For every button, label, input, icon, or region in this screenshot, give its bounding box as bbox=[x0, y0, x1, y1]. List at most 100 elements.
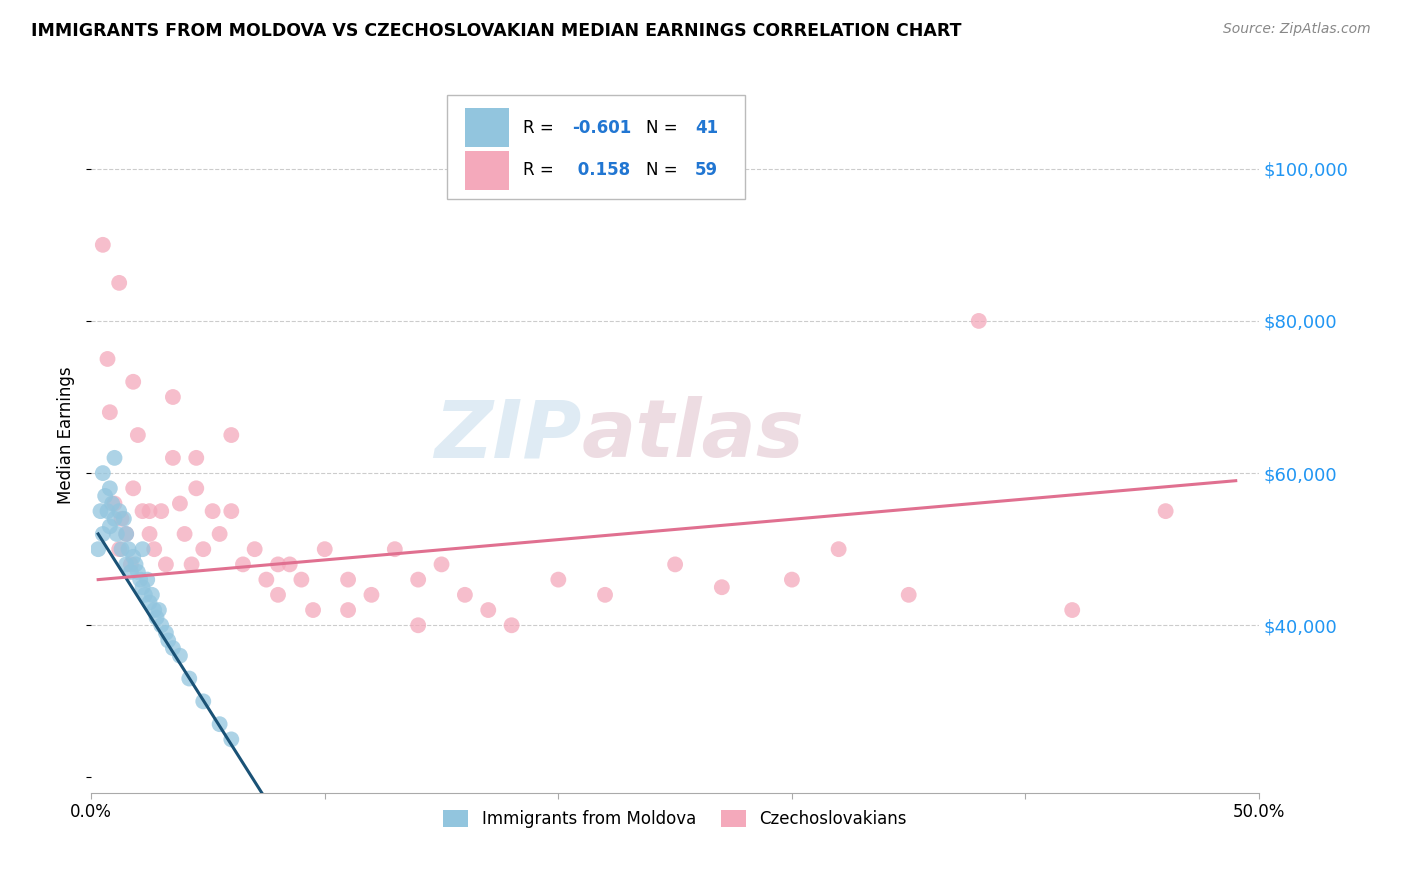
Point bbox=[169, 496, 191, 510]
Point bbox=[180, 558, 202, 572]
Point bbox=[384, 542, 406, 557]
Point bbox=[710, 580, 733, 594]
Point bbox=[193, 542, 215, 557]
Point bbox=[138, 504, 160, 518]
Text: 41: 41 bbox=[695, 119, 718, 136]
Point bbox=[98, 519, 121, 533]
FancyBboxPatch shape bbox=[465, 108, 509, 147]
Point bbox=[115, 558, 138, 572]
Text: atlas: atlas bbox=[582, 396, 804, 474]
Point bbox=[664, 558, 686, 572]
Point bbox=[103, 496, 125, 510]
Point bbox=[254, 573, 277, 587]
Point bbox=[98, 405, 121, 419]
Point bbox=[221, 428, 243, 442]
Point bbox=[110, 542, 132, 557]
Point bbox=[150, 504, 173, 518]
Point bbox=[162, 450, 184, 465]
Point bbox=[105, 527, 128, 541]
Text: -0.601: -0.601 bbox=[572, 119, 631, 136]
Point bbox=[155, 625, 177, 640]
Point bbox=[103, 450, 125, 465]
Point bbox=[131, 542, 153, 557]
Point bbox=[115, 527, 138, 541]
Point bbox=[162, 641, 184, 656]
Point bbox=[127, 428, 149, 442]
Point bbox=[208, 717, 231, 731]
Point bbox=[89, 504, 111, 518]
Point bbox=[290, 573, 312, 587]
Point bbox=[186, 450, 208, 465]
Point bbox=[897, 588, 920, 602]
Point bbox=[314, 542, 336, 557]
Text: 0.158: 0.158 bbox=[572, 161, 630, 179]
Text: IMMIGRANTS FROM MOLDOVA VS CZECHOSLOVAKIAN MEDIAN EARNINGS CORRELATION CHART: IMMIGRANTS FROM MOLDOVA VS CZECHOSLOVAKI… bbox=[31, 22, 962, 40]
Point bbox=[243, 542, 266, 557]
Point bbox=[179, 672, 201, 686]
Point bbox=[108, 542, 131, 557]
Point bbox=[134, 588, 156, 602]
Point bbox=[91, 466, 114, 480]
Point bbox=[110, 512, 132, 526]
Point bbox=[360, 588, 382, 602]
Point bbox=[138, 595, 160, 609]
Point bbox=[120, 565, 142, 579]
Point bbox=[173, 527, 195, 541]
Point bbox=[94, 489, 117, 503]
Text: 59: 59 bbox=[695, 161, 718, 179]
Point bbox=[141, 588, 163, 602]
Point bbox=[1154, 504, 1177, 518]
Point bbox=[129, 573, 152, 587]
Point bbox=[108, 504, 131, 518]
Point bbox=[501, 618, 523, 632]
Point bbox=[193, 694, 215, 708]
Point bbox=[145, 610, 167, 624]
Point bbox=[87, 542, 110, 557]
Point bbox=[131, 580, 153, 594]
Point bbox=[122, 375, 145, 389]
Point bbox=[208, 527, 231, 541]
Point bbox=[155, 558, 177, 572]
Point bbox=[430, 558, 453, 572]
Point bbox=[122, 481, 145, 495]
Point bbox=[143, 603, 166, 617]
Y-axis label: Median Earnings: Median Earnings bbox=[58, 367, 75, 504]
Point bbox=[1062, 603, 1084, 617]
Point bbox=[143, 542, 166, 557]
Point bbox=[124, 558, 146, 572]
Point bbox=[232, 558, 254, 572]
Text: ZIP: ZIP bbox=[434, 396, 582, 474]
Point bbox=[186, 481, 208, 495]
Point bbox=[406, 618, 429, 632]
Point bbox=[302, 603, 325, 617]
Point bbox=[98, 481, 121, 495]
Point bbox=[337, 573, 360, 587]
Point bbox=[477, 603, 499, 617]
Point bbox=[138, 527, 160, 541]
Point bbox=[162, 390, 184, 404]
Text: N =: N = bbox=[645, 161, 683, 179]
Point bbox=[221, 504, 243, 518]
Point bbox=[267, 588, 290, 602]
Point bbox=[827, 542, 849, 557]
Point bbox=[108, 276, 131, 290]
Point bbox=[157, 633, 180, 648]
FancyBboxPatch shape bbox=[447, 95, 745, 199]
Point bbox=[103, 512, 125, 526]
Text: R =: R = bbox=[523, 119, 560, 136]
Point bbox=[150, 618, 173, 632]
Legend: Immigrants from Moldova, Czechoslovakians: Immigrants from Moldova, Czechoslovakian… bbox=[437, 803, 914, 834]
Point bbox=[593, 588, 616, 602]
Point bbox=[101, 496, 124, 510]
Point bbox=[117, 542, 139, 557]
Point bbox=[169, 648, 191, 663]
Point bbox=[221, 732, 243, 747]
Point bbox=[148, 603, 170, 617]
Point bbox=[115, 527, 138, 541]
Point bbox=[91, 237, 114, 252]
Point bbox=[454, 588, 477, 602]
Point bbox=[131, 504, 153, 518]
Point bbox=[127, 565, 149, 579]
Point bbox=[547, 573, 569, 587]
Point bbox=[967, 314, 990, 328]
